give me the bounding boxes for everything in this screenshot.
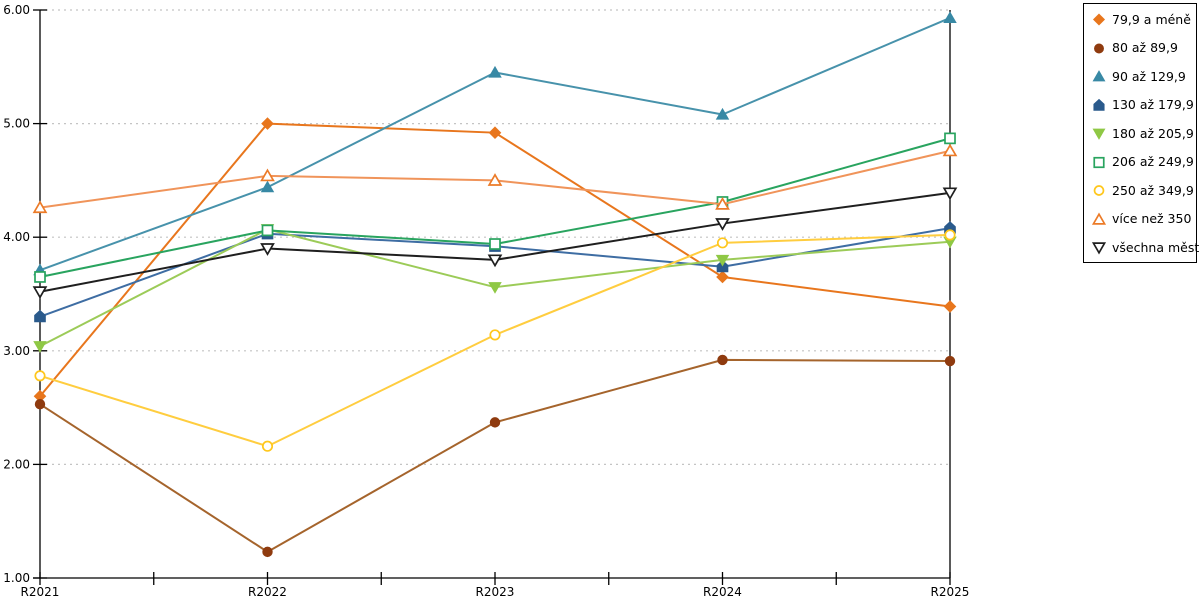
circle-icon xyxy=(717,354,728,366)
legend-item: 79,9 a méně xyxy=(1091,11,1194,27)
legend-item: 80 až 89,9 xyxy=(1091,40,1194,56)
legend-item-label: 180 až 205,9 xyxy=(1112,125,1194,141)
triangle-down-open-icon xyxy=(1091,242,1107,255)
square-open-icon xyxy=(34,271,46,283)
triangle-down-icon xyxy=(33,341,47,353)
circle-open-icon xyxy=(944,229,956,241)
y-axis-tick-label: 1.00 xyxy=(3,571,30,585)
axes: 1.00 2.00 3.00 4.00 5.00 6.00 R2021 R2022 R2023 R… xyxy=(3,3,969,599)
legend-item: 130 až 179,9 xyxy=(1091,97,1194,113)
x-axis-tick-label: R2021 xyxy=(21,585,60,599)
legend-item-label: 250 až 349,9 xyxy=(1112,182,1194,198)
x-axis-tick-label: R2022 xyxy=(248,585,287,599)
diamond-icon xyxy=(943,300,957,313)
triangle-up-icon xyxy=(488,65,502,78)
legend-item-label: 206 až 249,9 xyxy=(1112,154,1194,169)
triangle-up-icon xyxy=(260,180,275,193)
square-open-icon xyxy=(944,132,956,145)
y-axis-tick-label: 6.00 xyxy=(3,3,30,17)
series-80-a-89-9 xyxy=(34,354,956,558)
y-axis-tick-label: 3.00 xyxy=(3,344,30,358)
pentagon-icon xyxy=(1093,98,1105,111)
legend-item-label: 79,9 a méně xyxy=(1112,11,1191,27)
circle-icon xyxy=(262,546,273,558)
series-v-ce-ne-350 xyxy=(32,143,958,214)
triangle-down-open-icon xyxy=(715,218,730,231)
triangle-down-icon xyxy=(1092,128,1106,140)
circle-icon xyxy=(944,355,956,367)
chart-legend: 79,9 a méně 80 až 89,9 90 až 129,9 130 až 1… xyxy=(1083,3,1200,263)
triangle-up-open-icon xyxy=(32,200,48,214)
legend-item-label: všechna města xyxy=(1112,239,1200,255)
legend-item: více než 350 xyxy=(1091,211,1194,227)
triangle-up-open-icon xyxy=(1091,211,1107,225)
legend-item-label: 80 až 89,9 xyxy=(1112,40,1178,55)
square-open-icon xyxy=(489,238,501,250)
circle-open-icon xyxy=(34,370,46,382)
circle-icon xyxy=(34,398,46,410)
diamond-icon xyxy=(488,126,502,139)
x-axis-tick-label: R2023 xyxy=(476,585,515,599)
legend-item-label: 130 až 179,9 xyxy=(1112,97,1194,112)
legend-item: 90 až 129,9 xyxy=(1091,68,1194,84)
triangle-down-open-icon xyxy=(32,286,48,300)
legend-item: 206 až 249,9 xyxy=(1091,154,1194,170)
series-line xyxy=(39,358,951,553)
y-axis-tick-label: 2.00 xyxy=(3,457,30,471)
circle-icon xyxy=(1094,43,1104,53)
square-open-icon xyxy=(261,224,274,237)
legend-item-label: 90 až 129,9 xyxy=(1112,68,1186,84)
triangle-up-icon xyxy=(1092,70,1106,82)
circle-open-icon xyxy=(1093,185,1105,196)
series-v-echna-m-sta xyxy=(32,187,958,300)
circle-open-icon xyxy=(716,237,729,249)
triangle-down-open-icon xyxy=(942,187,958,201)
triangle-up-icon xyxy=(1092,70,1106,82)
triangle-up-open-icon xyxy=(942,143,958,157)
circle-open-icon xyxy=(489,329,501,341)
triangle-down-open-icon xyxy=(1091,242,1107,255)
circle-icon xyxy=(1094,43,1104,53)
triangle-down-open-icon xyxy=(260,243,275,256)
x-axis-tick-label: R2025 xyxy=(931,585,970,599)
series-90-a-129-9 xyxy=(33,11,957,276)
circle-open-icon xyxy=(1093,185,1105,196)
pentagon-icon xyxy=(34,309,46,323)
circle-open-icon xyxy=(261,440,274,452)
triangle-up-icon xyxy=(943,11,957,24)
triangle-down-icon xyxy=(488,282,502,294)
legend-item: 180 až 205,9 xyxy=(1091,125,1194,141)
diamond-icon xyxy=(261,117,274,130)
y-axis-tick-label: 4.00 xyxy=(3,230,30,244)
legend-item: 250 až 349,9 xyxy=(1091,182,1194,198)
triangle-up-icon xyxy=(715,107,730,120)
y-axis-tick-label: 5.00 xyxy=(3,117,30,131)
square-open-icon xyxy=(1093,156,1105,168)
triangle-up-open-icon xyxy=(260,168,275,182)
circle-icon xyxy=(489,417,501,428)
triangle-down-icon xyxy=(1092,128,1106,140)
diamond-icon xyxy=(1092,13,1106,26)
triangle-down-icon xyxy=(715,254,730,267)
diamond-icon xyxy=(1092,13,1106,26)
gridlines xyxy=(40,9,950,465)
square-open-icon xyxy=(1093,156,1105,168)
triangle-down-open-icon xyxy=(487,254,503,268)
triangle-up-open-icon xyxy=(715,196,730,210)
legend-item: všechna města xyxy=(1091,239,1200,255)
legend-item-label: více než 350 xyxy=(1112,211,1192,226)
series-250-a-349-9 xyxy=(34,229,956,452)
pentagon-icon xyxy=(1093,98,1105,111)
triangle-up-open-icon xyxy=(1091,211,1107,225)
diamond-icon xyxy=(716,270,729,284)
x-axis-tick-label: R2024 xyxy=(703,585,742,599)
triangle-up-open-icon xyxy=(487,173,503,186)
series-group xyxy=(32,11,958,558)
